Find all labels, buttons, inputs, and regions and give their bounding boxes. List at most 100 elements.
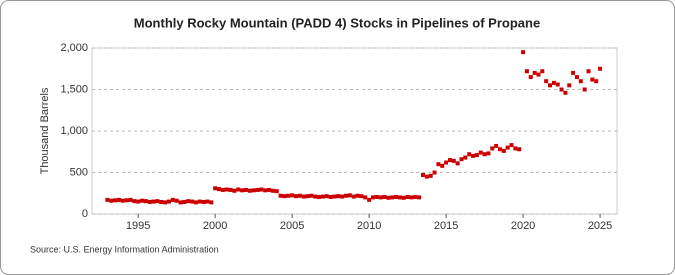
marker bbox=[413, 194, 418, 199]
marker bbox=[444, 160, 449, 165]
marker bbox=[309, 193, 314, 198]
x-tick-label: 2020 bbox=[511, 220, 535, 232]
marker bbox=[559, 87, 564, 92]
marker bbox=[359, 194, 364, 199]
marker bbox=[340, 194, 345, 199]
marker bbox=[170, 197, 175, 202]
marker bbox=[417, 195, 422, 200]
marker bbox=[336, 194, 341, 199]
marker bbox=[571, 70, 576, 75]
marker bbox=[209, 200, 214, 205]
marker bbox=[205, 199, 210, 204]
marker bbox=[201, 199, 206, 204]
y-tick-label: 500 bbox=[70, 166, 88, 178]
marker bbox=[521, 50, 526, 55]
marker bbox=[174, 198, 179, 203]
marker bbox=[421, 172, 426, 177]
marker bbox=[155, 199, 160, 204]
marker bbox=[328, 194, 333, 199]
marker bbox=[478, 150, 483, 155]
x-tick-label: 2005 bbox=[280, 220, 304, 232]
marker bbox=[151, 199, 156, 204]
marker bbox=[463, 155, 468, 160]
marker bbox=[297, 193, 302, 198]
marker bbox=[540, 69, 545, 74]
marker bbox=[401, 195, 406, 200]
marker bbox=[136, 199, 141, 204]
marker bbox=[301, 194, 306, 199]
x-tick-label: 1995 bbox=[126, 220, 150, 232]
y-tick-label: 0 bbox=[82, 208, 88, 220]
marker bbox=[424, 174, 429, 179]
marker bbox=[120, 198, 125, 203]
y-axis-label: Thousand Barrels bbox=[39, 87, 51, 174]
marker bbox=[382, 194, 387, 199]
marker bbox=[286, 193, 291, 198]
marker bbox=[213, 186, 218, 191]
marker bbox=[428, 173, 433, 178]
marker bbox=[578, 79, 583, 84]
marker bbox=[447, 158, 452, 163]
marker bbox=[105, 197, 110, 202]
marker bbox=[567, 83, 572, 88]
marker bbox=[217, 187, 222, 192]
marker bbox=[397, 195, 402, 200]
marker bbox=[147, 199, 152, 204]
marker bbox=[594, 79, 599, 84]
marker bbox=[394, 194, 399, 199]
marker bbox=[232, 188, 237, 193]
marker bbox=[236, 187, 241, 192]
marker bbox=[116, 197, 121, 202]
marker bbox=[124, 198, 129, 203]
source-note: Source: U.S. Energy Information Administ… bbox=[30, 244, 219, 254]
marker bbox=[128, 197, 133, 202]
marker bbox=[451, 158, 456, 163]
y-tick-label: 2,000 bbox=[60, 42, 88, 54]
marker bbox=[132, 199, 137, 204]
marker bbox=[467, 152, 472, 157]
marker bbox=[290, 193, 295, 198]
marker bbox=[513, 146, 518, 151]
marker bbox=[351, 194, 356, 199]
marker bbox=[494, 143, 499, 148]
marker bbox=[367, 197, 372, 202]
marker bbox=[270, 188, 275, 193]
marker bbox=[240, 188, 245, 193]
marker bbox=[224, 187, 229, 192]
marker bbox=[555, 82, 560, 87]
marker bbox=[228, 187, 233, 192]
marker bbox=[486, 151, 491, 156]
marker bbox=[163, 200, 168, 205]
marker bbox=[598, 66, 603, 71]
marker bbox=[505, 145, 510, 150]
marker bbox=[305, 194, 310, 199]
marker bbox=[497, 147, 502, 152]
marker bbox=[140, 198, 145, 203]
marker bbox=[528, 75, 533, 80]
marker bbox=[324, 194, 329, 199]
marker bbox=[320, 194, 325, 199]
marker bbox=[544, 79, 549, 84]
marker bbox=[409, 195, 414, 200]
marker bbox=[263, 188, 268, 193]
marker bbox=[278, 193, 283, 198]
marker bbox=[355, 193, 360, 198]
marker bbox=[220, 187, 225, 192]
marker bbox=[247, 188, 252, 193]
marker bbox=[182, 199, 187, 204]
y-tick-label: 1,500 bbox=[60, 83, 88, 95]
marker bbox=[390, 195, 395, 200]
marker bbox=[378, 195, 383, 200]
marker bbox=[459, 157, 464, 162]
marker bbox=[482, 152, 487, 157]
marker bbox=[251, 188, 256, 193]
marker bbox=[532, 70, 537, 75]
marker bbox=[317, 194, 322, 199]
marker bbox=[166, 199, 171, 204]
marker bbox=[293, 194, 298, 199]
marker bbox=[259, 187, 264, 192]
marker bbox=[386, 195, 391, 200]
marker bbox=[509, 143, 514, 148]
